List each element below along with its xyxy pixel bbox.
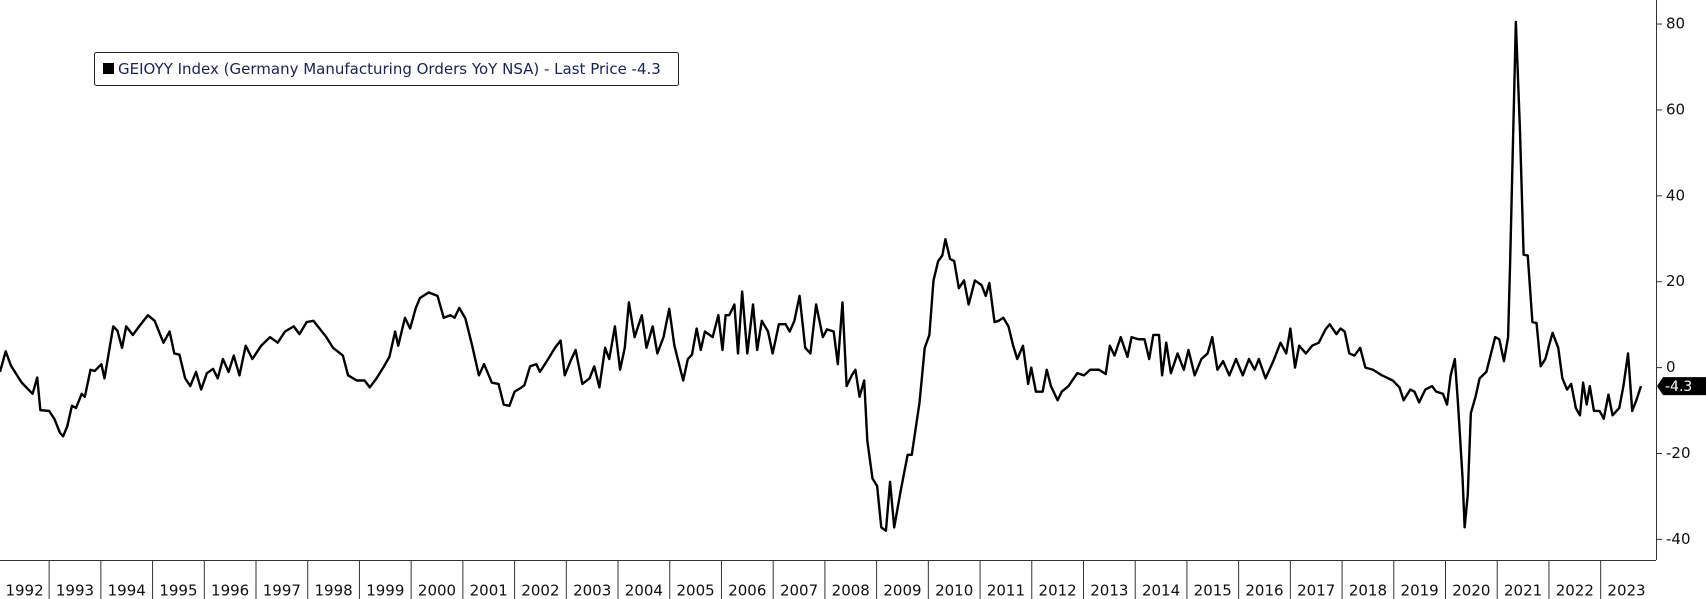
x-tick-label: 2009 <box>883 582 921 599</box>
x-tick-label: 1992 <box>5 582 43 599</box>
x-tick-label: 1993 <box>56 582 94 599</box>
x-tick-label: 2006 <box>728 582 766 599</box>
x-tick-label: 2011 <box>987 582 1025 599</box>
x-tick-label: 2020 <box>1452 582 1490 599</box>
x-tick-label: 2000 <box>418 582 456 599</box>
legend: GEIOYY Index (Germany Manufacturing Orde… <box>94 52 679 86</box>
x-tick-label: 2003 <box>573 582 611 599</box>
x-tick-label: 2017 <box>1297 582 1335 599</box>
x-tick-label: 1999 <box>366 582 404 599</box>
x-tick-label: 2010 <box>935 582 973 599</box>
y-tick-label: 20 <box>1666 272 1685 290</box>
x-tick-label: 2018 <box>1349 582 1387 599</box>
x-tick-label: 2022 <box>1556 582 1594 599</box>
y-tick-label: 0 <box>1666 358 1676 376</box>
legend-swatch <box>103 63 114 74</box>
x-tick-label: 2021 <box>1504 582 1542 599</box>
last-price-label: -4.3 <box>1665 379 1692 395</box>
y-tick-label: 80 <box>1666 15 1685 33</box>
x-tick-label: 2013 <box>1090 582 1128 599</box>
x-tick-label: 1996 <box>211 582 249 599</box>
last-price-tag <box>1657 377 1706 396</box>
x-tick-label: 1994 <box>108 582 146 599</box>
x-tick-label: 2008 <box>832 582 870 599</box>
legend-label: GEIOYY Index (Germany Manufacturing Orde… <box>118 60 661 78</box>
y-tick-label: -40 <box>1666 530 1691 548</box>
legend-box <box>94 52 679 86</box>
x-tick-label: 2004 <box>625 582 663 599</box>
x-tick-label: 1995 <box>159 582 197 599</box>
y-tick-label: 40 <box>1666 186 1685 204</box>
x-tick-label: 2005 <box>677 582 715 599</box>
x-tick-label: 2001 <box>470 582 508 599</box>
x-tick-label: 2023 <box>1607 582 1645 599</box>
x-tick-label: 2012 <box>1039 582 1077 599</box>
x-tick-label: 1998 <box>314 582 352 599</box>
y-tick-label: 60 <box>1666 100 1685 118</box>
x-tick-label: 2019 <box>1401 582 1439 599</box>
x-tick-label: 2015 <box>1194 582 1232 599</box>
x-tick-label: 1997 <box>263 582 301 599</box>
x-tick-label: 2014 <box>1142 582 1180 599</box>
x-tick-label: 2002 <box>521 582 559 599</box>
y-tick-label: -20 <box>1666 444 1691 462</box>
x-tick-label: 2007 <box>780 582 818 599</box>
x-tick-label: 2016 <box>1245 582 1283 599</box>
series-line <box>0 20 1643 532</box>
